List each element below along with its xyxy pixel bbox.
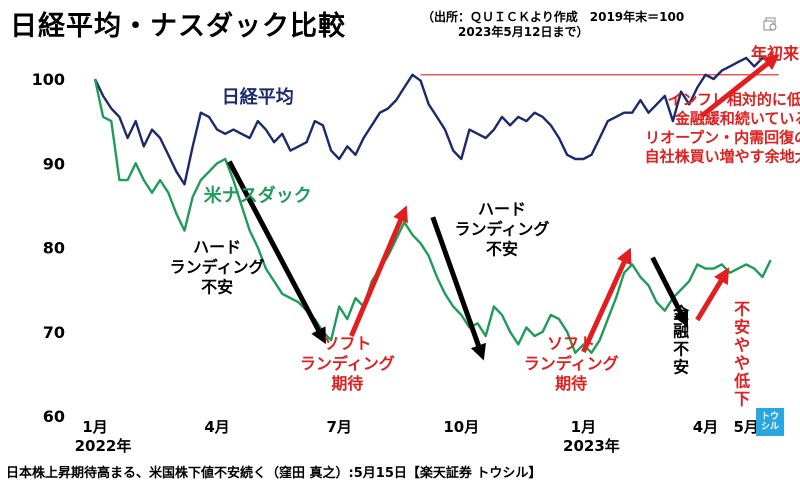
label-hard-landing-1-line: ハード [193,237,241,256]
x-tick-label: 4月 [693,418,718,436]
label-nasdaq: 米ナスダック [204,185,312,207]
restore-window-icon[interactable] [762,16,778,32]
label-fuan-yaya-tei-line: や [734,335,750,354]
label-fuan-yaya-tei-line: 安 [734,317,750,336]
brand-logo-line1: トウ [760,412,779,422]
label-soft-landing-2-line: 期待 [555,374,587,393]
label-soft-landing-1-line: 期待 [331,374,363,393]
black-trend-arrow [430,216,486,361]
black-trend-arrow [227,160,326,345]
label-fuan-yaya-tei-line: 低 [733,371,750,390]
label-factors-line: 金融緩和続いている [674,109,800,127]
y-tick-label: 100 [32,70,65,89]
source-note: （出所：ＱＵＩＣＫより作成 2019年末＝100 2023年5月12日まで） [422,10,685,39]
label-soft-landing-2-line: ランディング [524,354,619,373]
label-fuan-yaya-tei-line: 下 [734,389,750,408]
label-hard-landing-2-line: ハード [478,199,526,218]
label-kinyu-fuan-line: 不 [673,340,689,359]
label-factors-line: インフレ相対的に低い [667,90,800,108]
label-hard-landing-1-line: ランディング [170,257,265,276]
label-fuan-yaya-tei: 不安やや低下 [733,299,750,408]
red-trend-arrow [581,247,632,354]
nasdaq-series-line [93,78,772,354]
x-tick-label: 4月 [204,418,229,436]
label-hard-landing-1-line: 不安 [201,277,233,296]
label-fuan-yaya-tei-line: や [734,353,750,372]
y-tick-label: 60 [43,407,65,426]
x-tick-year-label: 2022年 [75,437,132,455]
y-tick-label: 80 [43,239,65,258]
label-nikkei: 日経平均 [222,86,294,108]
x-tick-label: 5月 [733,418,758,436]
y-tick-label: 70 [43,323,65,342]
brand-logo-line2: シル [760,422,779,432]
x-tick-label: 7月 [326,418,351,436]
brand-logo: トウ シル [756,408,784,436]
label-soft-landing-1: ソフトランディング期待 [300,334,395,393]
label-factors-line: 自社株買い増やす余地大きい [645,147,800,165]
label-hard-landing-1: ハードランディング不安 [170,237,265,296]
label-ytd-high: 年初来高値 [751,44,800,63]
red-trend-arrow [349,205,408,337]
page-title: 日経平均・ナスダック比較 [10,11,346,42]
label-ytd-high-line: 年初来高値 [751,44,800,63]
label-nasdaq-line: 米ナスダック [204,185,312,207]
label-hard-landing-2-line: 不安 [486,239,518,258]
x-tick-year-label: 2023年 [563,437,620,455]
label-kinyu-fuan-line: 安 [673,358,689,377]
label-soft-landing-2-line: ソフト [547,334,595,353]
x-tick-label: 1月 [571,418,596,436]
label-nikkei-line: 日経平均 [222,86,294,108]
footer-caption: 日本株上昇期待高まる、米国株下値不安続く（窪田 真之）:5月15日【楽天証券 ト… [6,466,542,481]
label-fuan-yaya-tei-line: 不 [734,299,750,318]
x-tick-label: 10月 [443,418,479,436]
label-kinyu-fuan-line: 金 [672,304,690,323]
label-factors-line: リオープン・内需回復の期待 [645,128,800,146]
red-trend-arrow [695,267,730,322]
label-soft-landing-1-line: ソフト [323,334,371,353]
x-tick-label: 1月 [82,418,107,436]
label-hard-landing-2: ハードランディング不安 [455,199,550,258]
nikkei-series-line [93,56,772,186]
red-trend-arrow [699,53,780,119]
label-hard-landing-2-line: ランディング [455,219,550,238]
label-kinyu-fuan: 金融不安 [672,304,690,377]
y-tick-label: 90 [43,154,65,173]
black-trend-arrow [650,256,689,328]
label-factors: インフレ相対的に低い金融緩和続いているリオープン・内需回復の期待自社株買い増やす… [645,90,800,165]
label-soft-landing-1-line: ランディング [300,354,395,373]
label-kinyu-fuan-line: 融 [673,322,689,341]
label-soft-landing-2: ソフトランディング期待 [524,334,619,393]
